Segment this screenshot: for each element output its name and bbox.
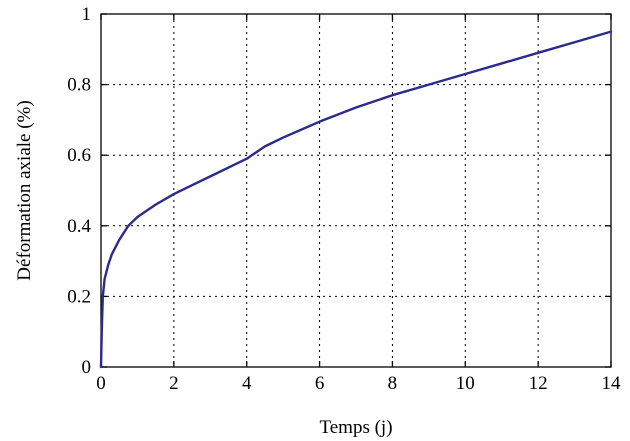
x-tick-label: 2 [169, 373, 179, 394]
plot-frame [100, 13, 612, 368]
series-line [99, 30, 613, 369]
x-axis-title: Temps (j) [319, 417, 392, 438]
ticks [100, 13, 612, 368]
x-tick-label: 14 [602, 373, 622, 394]
x-tick-label: 4 [242, 373, 252, 394]
series-group [99, 30, 613, 369]
x-tick-label: 6 [315, 373, 325, 394]
y-tick-label: 0.6 [67, 145, 91, 166]
y-axis-title: Déformation axiale (%) [14, 100, 35, 280]
x-tick-label: 12 [529, 373, 548, 394]
y-tick-label: 0.8 [67, 75, 91, 96]
x-tick-label: 8 [388, 373, 398, 394]
x-tick-label: 0 [96, 373, 106, 394]
grid [101, 14, 611, 367]
tick-labels: 0 2 4 6 8 10 12 14 0 0.2 0.4 0.6 0.8 1 [67, 4, 621, 394]
y-tick-label: 0 [82, 357, 92, 378]
y-tick-label: 0.2 [67, 286, 91, 307]
y-tick-label: 0.4 [67, 216, 91, 237]
y-tick-label: 1 [82, 4, 92, 25]
x-tick-label: 10 [456, 373, 475, 394]
